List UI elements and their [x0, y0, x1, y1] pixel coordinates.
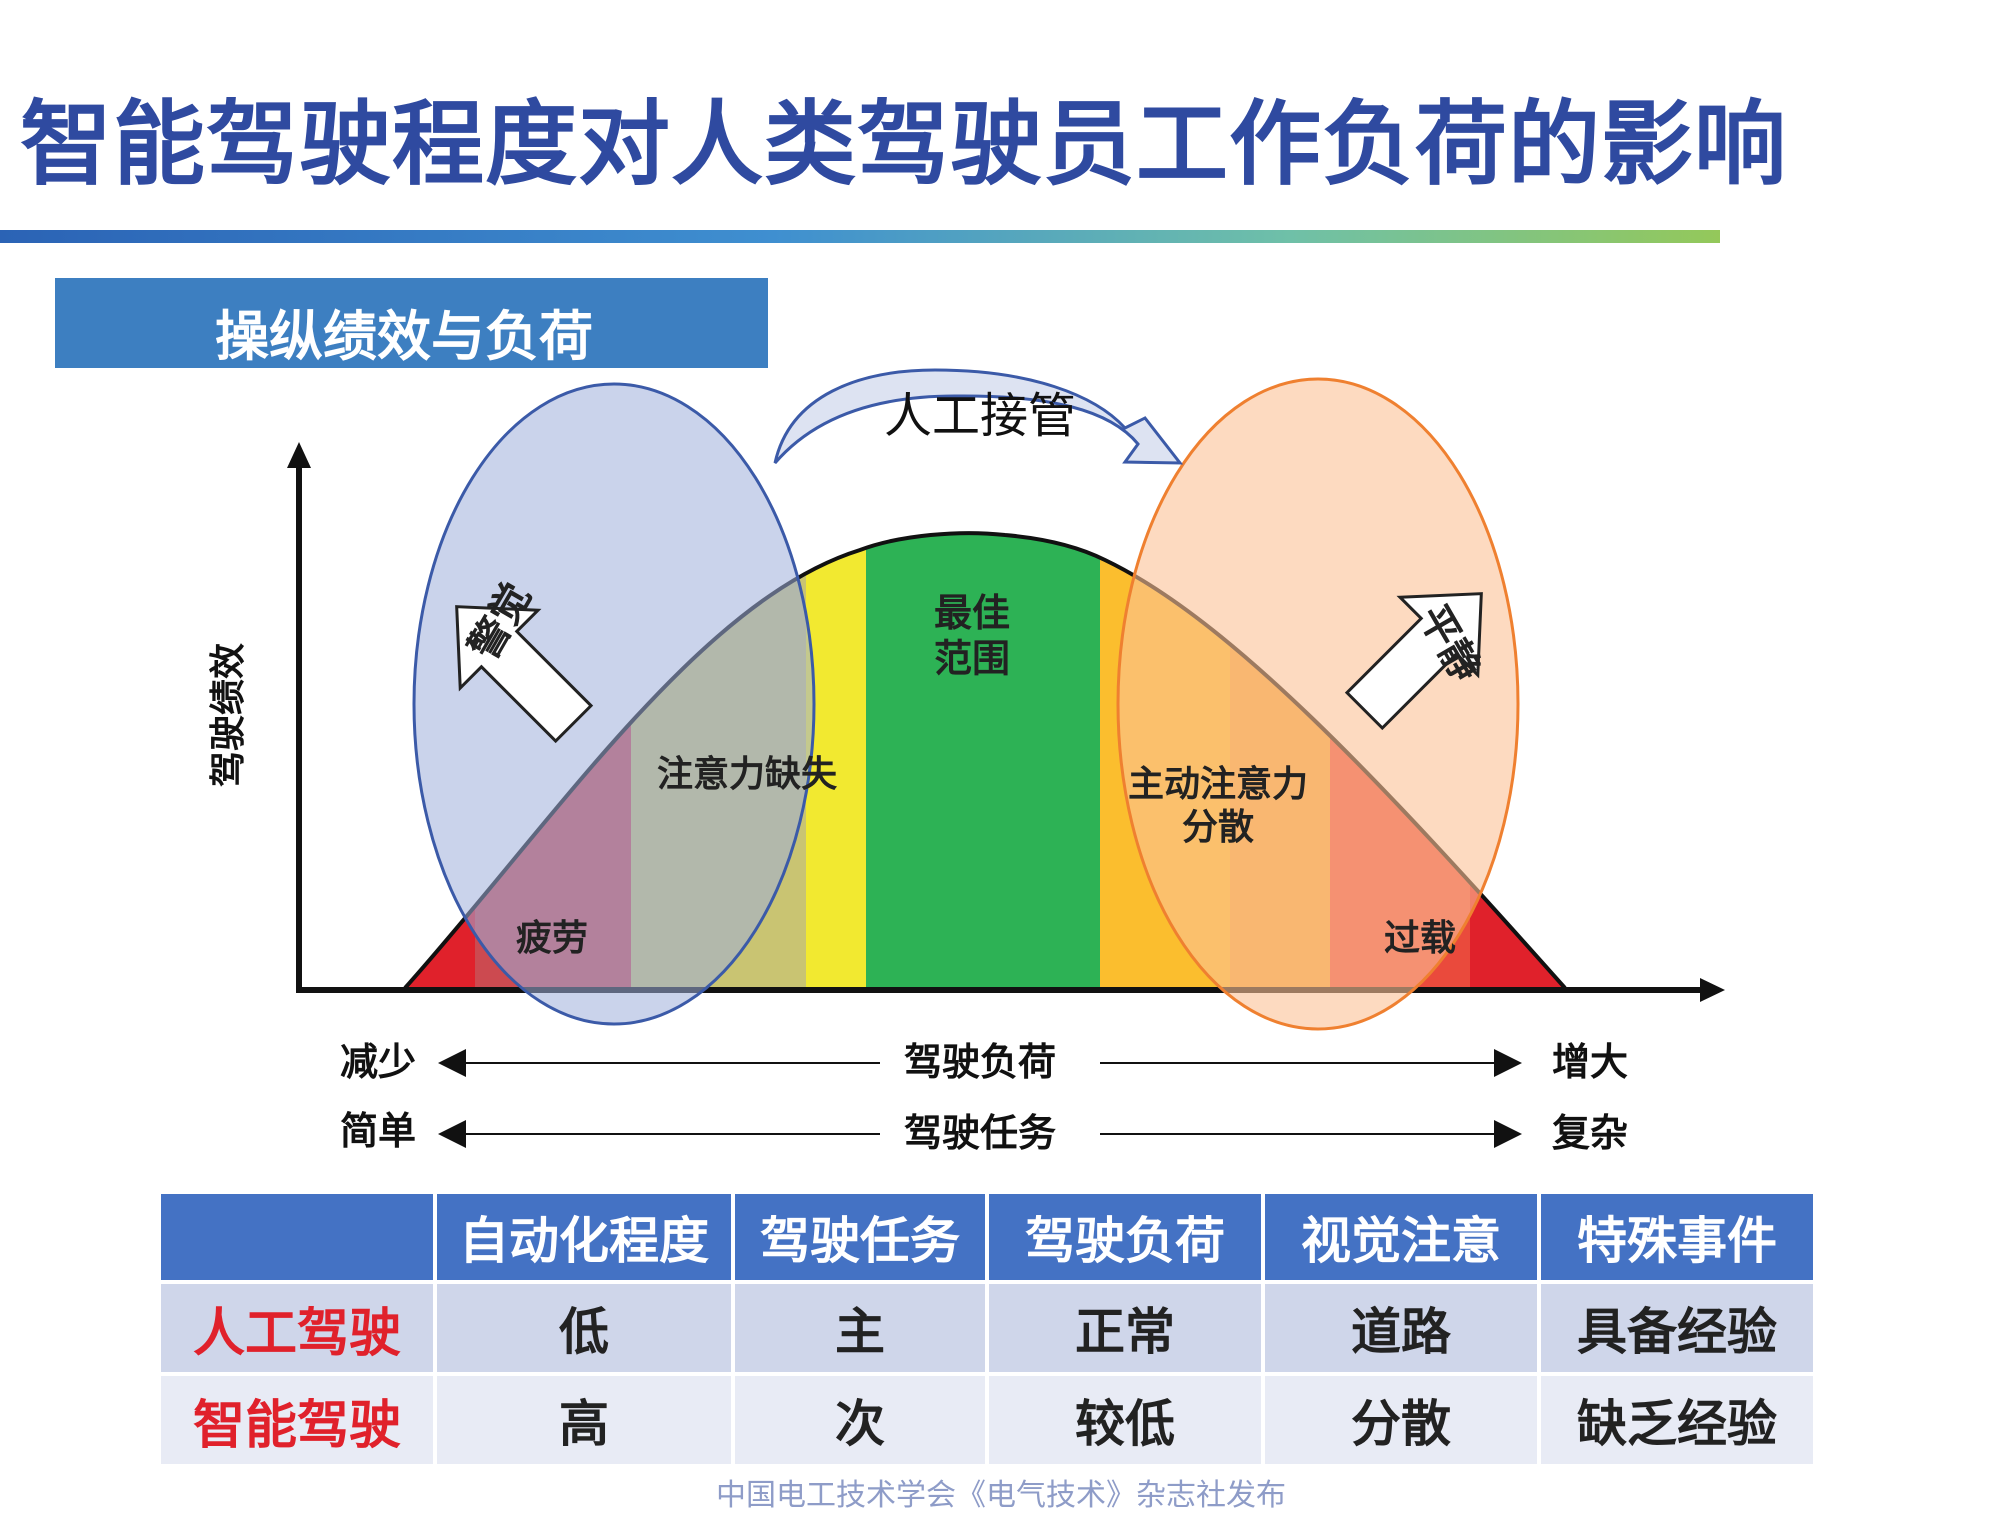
table-cell: 主 — [735, 1284, 985, 1372]
calm-ellipse — [1116, 377, 1520, 1031]
zone-label-distraction: 主动注意力分散 — [1128, 764, 1308, 848]
row-label-manual: 人工驾驶 — [161, 1284, 433, 1372]
table-cell: 较低 — [989, 1376, 1261, 1464]
table-cell: 低 — [437, 1284, 731, 1372]
alert-ellipse — [412, 382, 816, 1026]
comparison-table: 自动化程度 驾驶任务 驾驶负荷 视觉注意 特殊事件 人工驾驶 低 主 正常 道路… — [157, 1190, 1817, 1468]
y-axis-arrowhead — [287, 442, 311, 468]
table-cell: 分散 — [1265, 1376, 1537, 1464]
table-cell: 次 — [735, 1376, 985, 1464]
takeover-label: 人工接管 — [884, 388, 1076, 444]
section-banner: 操纵绩效与负荷 — [55, 278, 768, 368]
table-header-corner — [161, 1194, 433, 1280]
page-title: 智能驾驶程度对人类驾驶员工作负荷的影响 — [20, 91, 1788, 198]
zone-label-fatigue: 疲劳 — [516, 918, 588, 959]
scale-task-center: 驾驶任务 — [904, 1111, 1056, 1155]
footer-credit: 中国电工技术学会《电气技术》杂志社发布 — [716, 1478, 1286, 1513]
table-cell: 缺乏经验 — [1541, 1376, 1813, 1464]
table-header-load: 驾驶负荷 — [989, 1194, 1261, 1280]
table-header-task: 驾驶任务 — [735, 1194, 985, 1280]
row-label-intelligent: 智能驾驶 — [161, 1376, 433, 1464]
table-header-automation: 自动化程度 — [437, 1194, 731, 1280]
zone-optimal — [866, 533, 1100, 988]
table-header-visual: 视觉注意 — [1265, 1194, 1537, 1280]
table-header-row: 自动化程度 驾驶任务 驾驶负荷 视觉注意 特殊事件 — [161, 1194, 1813, 1280]
zone-label-line: 最佳 — [934, 591, 1010, 635]
scale-row-task: 简单 驾驶任务 复杂 — [340, 1109, 1628, 1155]
table-cell: 道路 — [1265, 1284, 1537, 1372]
zone-label-line: 分散 — [1182, 807, 1254, 848]
zone-yellow — [806, 533, 866, 988]
scale-load-left: 减少 — [340, 1040, 416, 1084]
zone-label-line: 范围 — [934, 637, 1010, 681]
zone-label-overload: 过载 — [1384, 918, 1456, 959]
zone-label-optimal: 最佳范围 — [934, 591, 1010, 681]
takeover-arrow — [773, 368, 1184, 465]
table-cell: 具备经验 — [1541, 1284, 1813, 1372]
title-underline — [0, 230, 1720, 243]
x-axis-arrowhead — [1700, 978, 1725, 1002]
zone-label-line: 主动注意力 — [1128, 764, 1308, 805]
table-row: 智能驾驶 高 次 较低 分散 缺乏经验 — [161, 1376, 1813, 1464]
scale-load-center: 驾驶负荷 — [904, 1040, 1056, 1084]
scale-task-right: 复杂 — [1552, 1111, 1628, 1155]
calm-arrow-icon — [1344, 592, 1483, 731]
scale-row-load: 减少 驾驶负荷 增大 — [340, 1040, 1628, 1084]
section-title: 操纵绩效与负荷 — [215, 305, 593, 368]
comparison-table-wrapper: 自动化程度 驾驶任务 驾驶负荷 视觉注意 特殊事件 人工驾驶 低 主 正常 道路… — [157, 1190, 1813, 1468]
table-header-special: 特殊事件 — [1541, 1194, 1813, 1280]
table-cell: 高 — [437, 1376, 731, 1464]
y-axis-label: 驾驶绩效 — [208, 643, 249, 787]
zone-label-attention-loss: 注意力缺失 — [657, 754, 838, 795]
table-cell: 正常 — [989, 1284, 1261, 1372]
scale-task-left: 简单 — [340, 1109, 416, 1153]
scale-load-right: 增大 — [1552, 1040, 1628, 1084]
alert-arrow-icon — [455, 605, 594, 744]
table-row: 人工驾驶 低 主 正常 道路 具备经验 — [161, 1284, 1813, 1372]
